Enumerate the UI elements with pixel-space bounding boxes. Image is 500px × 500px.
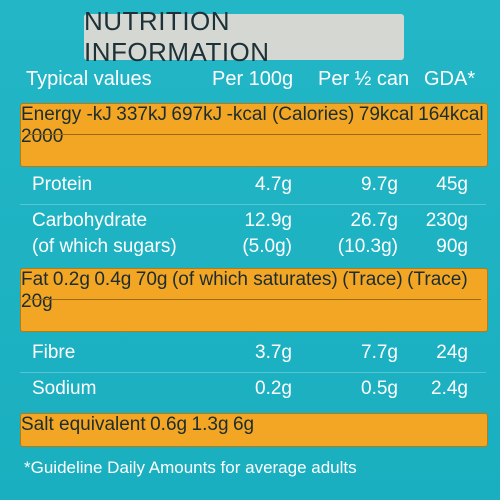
energy-row: Energy -kJ 337kJ 697kJ -kcal (Calories) … [20,103,488,167]
header-gda: GDA* [424,68,476,90]
salt-perhalf: 1.3g [191,414,229,435]
sodium-row: Sodium 0.2g 0.5g 2.4g [0,374,500,406]
carbohydrate-label: Carbohydrate [32,210,148,231]
energy-divider [27,134,481,135]
nutrition-title: NUTRITION INFORMATION [84,6,404,67]
protein-perhalf: 9.7g [361,174,398,195]
fat-gda: 70g [135,269,168,290]
fibre-label: Fibre [32,342,76,363]
saturates-per100: (Trace) [342,269,403,290]
salt-row: Salt equivalent 0.6g 1.3g 6g [20,413,488,447]
carbohydrate-perhalf: 26.7g [350,210,398,231]
divider [20,372,486,373]
table-header: Typical values Per 100g Per ½ can GDA* [0,60,500,98]
fat-perhalf: 0.4g [94,269,132,290]
saturates-label: (of which saturates) [171,269,338,290]
fat-per100: 0.2g [52,269,90,290]
divider [20,204,486,205]
protein-label: Protein [32,174,93,195]
header-per-half-can: Per ½ can [318,68,410,90]
sugars-perhalf: (10.3g) [337,236,398,257]
energy-kcal-perhalf: 164kcal [418,104,484,125]
fibre-row: Fibre 3.7g 7.7g 24g [0,338,500,370]
sodium-label: Sodium [32,378,97,399]
energy-kj-per100: 337kJ [116,104,167,125]
sugars-label: (of which sugars) [32,236,177,257]
sodium-gda: 2.4g [431,378,468,399]
header-per-100g: Per 100g [212,68,294,90]
energy-kj-label: Energy -kJ [21,104,112,125]
protein-gda: 45g [436,174,468,195]
saturates-perhalf: (Trace) [407,269,468,290]
sodium-perhalf: 0.5g [361,378,398,399]
carbohydrate-row: Carbohydrate 12.9g 26.7g 230g (of which … [0,208,500,264]
salt-gda: 6g [232,414,255,435]
energy-kcal-label: -kcal (Calories) [226,104,355,125]
salt-per100: 0.6g [150,414,188,435]
fat-row: Fat 0.2g 0.4g 70g (of which saturates) (… [20,268,488,332]
energy-kcal-per100: 79kcal [358,104,414,125]
sugars-gda: 90g [436,236,468,257]
energy-kcal-gda: 2000 [21,126,64,147]
fat-label: Fat [21,269,49,290]
fibre-perhalf: 7.7g [361,342,398,363]
sodium-per100: 0.2g [255,378,292,399]
protein-per100: 4.7g [255,174,292,195]
carbohydrate-gda: 230g [425,210,468,231]
energy-kj-perhalf: 697kJ [171,104,223,125]
fibre-gda: 24g [436,342,468,363]
protein-row: Protein 4.7g 9.7g 45g [0,170,500,202]
carbohydrate-per100: 12.9g [244,210,292,231]
fat-divider [27,299,481,300]
header-typical-values: Typical values [26,68,152,90]
sugars-per100: (5.0g) [242,236,292,257]
saturates-gda: 20g [21,291,53,312]
gda-footnote: *Guideline Daily Amounts for average adu… [24,458,357,477]
fibre-per100: 3.7g [255,342,292,363]
salt-label: Salt equivalent [21,414,146,435]
